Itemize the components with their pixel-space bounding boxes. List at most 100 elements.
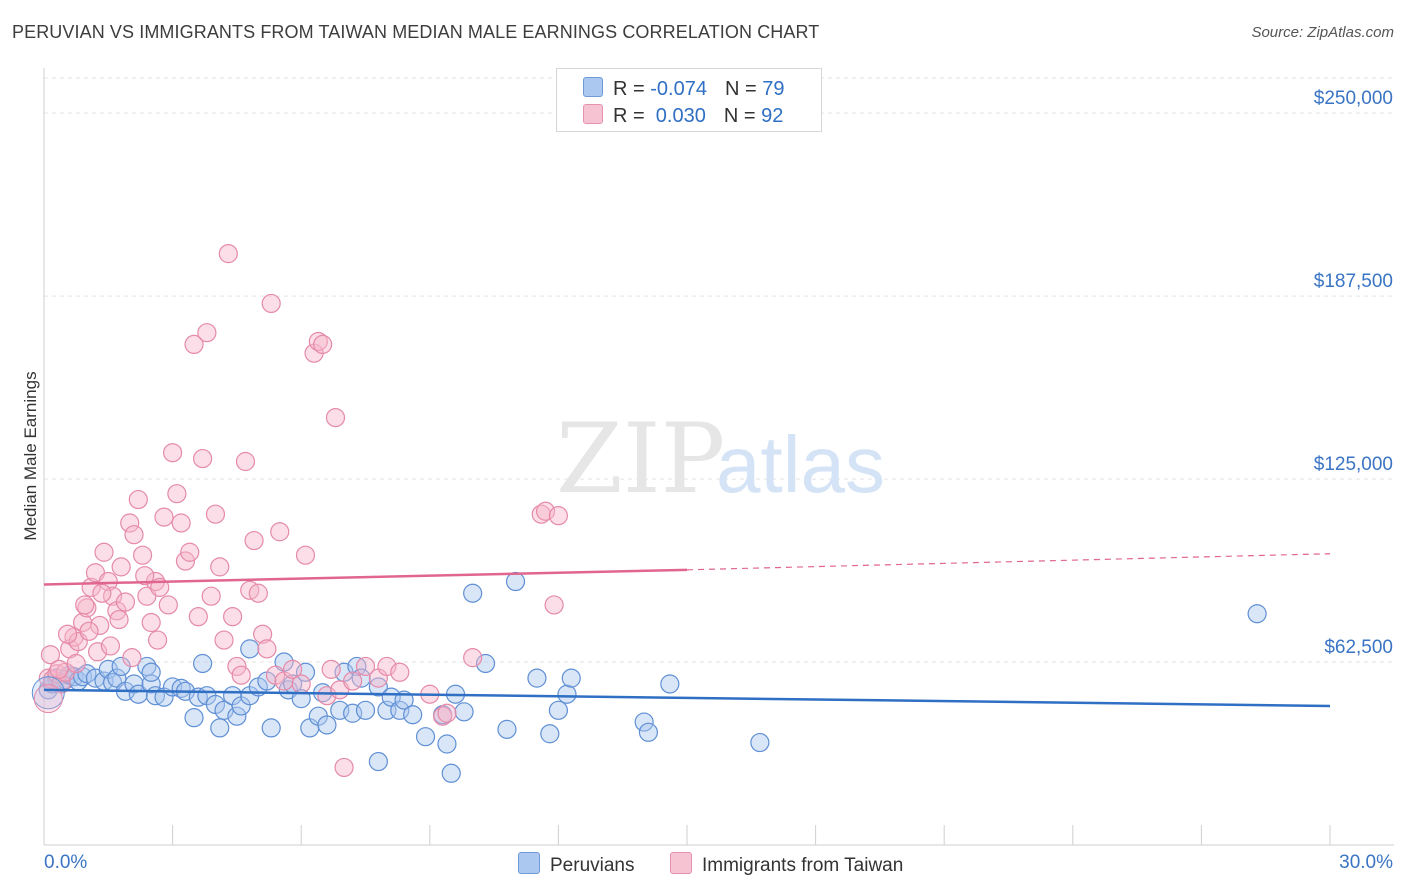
tick-labels: $62,500 $125,000 $187,500 $250,000 0.0% 30.0% (44, 88, 1393, 873)
trend-line-peruvians (43, 688, 1331, 708)
point-taiwan (291, 674, 311, 694)
point-peruvians (240, 639, 260, 659)
legend-swatch-pink (670, 852, 692, 874)
point-taiwan (257, 639, 277, 659)
point-peruvians (31, 676, 65, 710)
point-taiwan (158, 595, 178, 615)
point-taiwan (171, 513, 191, 533)
point-taiwan (94, 542, 114, 562)
legend-n-value: 79 (762, 78, 785, 100)
point-taiwan (175, 551, 196, 571)
point-peruvians (193, 653, 213, 674)
point-peruvians (403, 705, 423, 725)
watermark-zip: ZIP (556, 403, 725, 515)
point-peruvians (557, 684, 577, 704)
point-peruvians (463, 583, 483, 603)
point-taiwan (214, 630, 234, 650)
watermark-atlas: atlas (716, 420, 885, 509)
axes (43, 68, 1394, 846)
point-taiwan (57, 624, 78, 644)
point-taiwan (197, 323, 217, 343)
point-peruvians (454, 702, 474, 722)
point-taiwan (463, 648, 483, 668)
point-taiwan (313, 334, 333, 355)
point-peruvians (210, 718, 230, 738)
point-taiwan (184, 334, 204, 355)
point-taiwan (218, 244, 238, 264)
point-taiwan (321, 659, 341, 679)
y-axis-label: Median Male Earnings (21, 371, 40, 540)
legend-row-peruvians: R = -0.074 N = 79 (583, 77, 784, 101)
point-taiwan (120, 513, 140, 533)
point-peruvians (505, 571, 526, 592)
correlation-legend: R = -0.074 N = 79 R = 0.030 N = 92 (556, 68, 822, 132)
source-label: Source: ZipAtlas.com (1251, 24, 1394, 41)
point-peruvians (1247, 604, 1267, 624)
point-taiwan (141, 612, 161, 633)
point-peruvians (261, 718, 281, 738)
legend-n-label: N = (724, 78, 763, 100)
point-peruvians (415, 727, 436, 747)
point-taiwan (227, 656, 247, 677)
point-peruvians (437, 734, 457, 754)
point-taiwan (205, 504, 226, 524)
point-taiwan (235, 451, 256, 472)
point-taiwan (325, 407, 346, 428)
point-taiwan (253, 624, 273, 644)
point-taiwan (147, 630, 168, 650)
point-taiwan (49, 659, 69, 679)
point-peruvians (368, 751, 388, 772)
point-taiwan (100, 636, 121, 656)
point-taiwan (90, 615, 110, 636)
point-taiwan (437, 703, 457, 723)
point-peruvians (355, 700, 376, 720)
point-taiwan (270, 522, 290, 542)
trend-lines (43, 553, 1331, 708)
point-taiwan (77, 598, 97, 618)
legend-r-value: -0.074 (650, 78, 707, 100)
point-taiwan (390, 662, 410, 682)
point-taiwan (295, 545, 316, 565)
point-taiwan (188, 607, 208, 627)
point-taiwan (128, 489, 148, 510)
watermark: ZIP atlas (556, 403, 885, 515)
y-tick-label: $62,500 (1324, 637, 1393, 658)
point-taiwan (109, 609, 129, 630)
point-taiwan (75, 595, 95, 615)
point-taiwan (98, 571, 118, 592)
point-taiwan (33, 684, 63, 714)
point-peruvians (124, 674, 144, 694)
point-peruvians (540, 724, 560, 744)
x-tick-label: 0.0% (44, 852, 87, 873)
series-legend-peruvians: Peruvians (518, 852, 635, 877)
point-peruvians (527, 668, 547, 688)
point-taiwan (355, 656, 376, 677)
series-legend-taiwan: Immigrants from Taiwan (670, 852, 903, 877)
point-taiwan (248, 583, 268, 603)
legend-r-value: 0.030 (650, 105, 706, 127)
point-taiwan (535, 501, 556, 521)
point-peruvians (561, 668, 581, 688)
trend-line-taiwan-extension (686, 553, 1331, 571)
point-peruvians (441, 763, 461, 783)
trend-line-taiwan (43, 568, 688, 586)
series-legend-label: Peruvians (550, 855, 635, 876)
point-peruvians (390, 700, 410, 720)
point-taiwan (261, 293, 281, 314)
y-tick-label: $187,500 (1314, 271, 1393, 292)
y-tick-label: $250,000 (1314, 88, 1393, 109)
y-tick-label: $125,000 (1314, 454, 1393, 475)
point-taiwan (79, 621, 99, 641)
point-taiwan (122, 648, 142, 668)
legend-swatch-blue (518, 852, 540, 874)
legend-swatch-blue (583, 77, 603, 97)
point-peruvians (548, 700, 569, 720)
point-peruvians (184, 708, 204, 728)
legend-r-label: R = (613, 78, 651, 100)
point-taiwan (334, 757, 354, 778)
point-taiwan (135, 566, 155, 586)
point-taiwan (193, 448, 213, 469)
series-legend-label: Immigrants from Taiwan (702, 855, 904, 876)
point-taiwan (343, 671, 363, 691)
legend-swatch-pink (583, 104, 603, 124)
